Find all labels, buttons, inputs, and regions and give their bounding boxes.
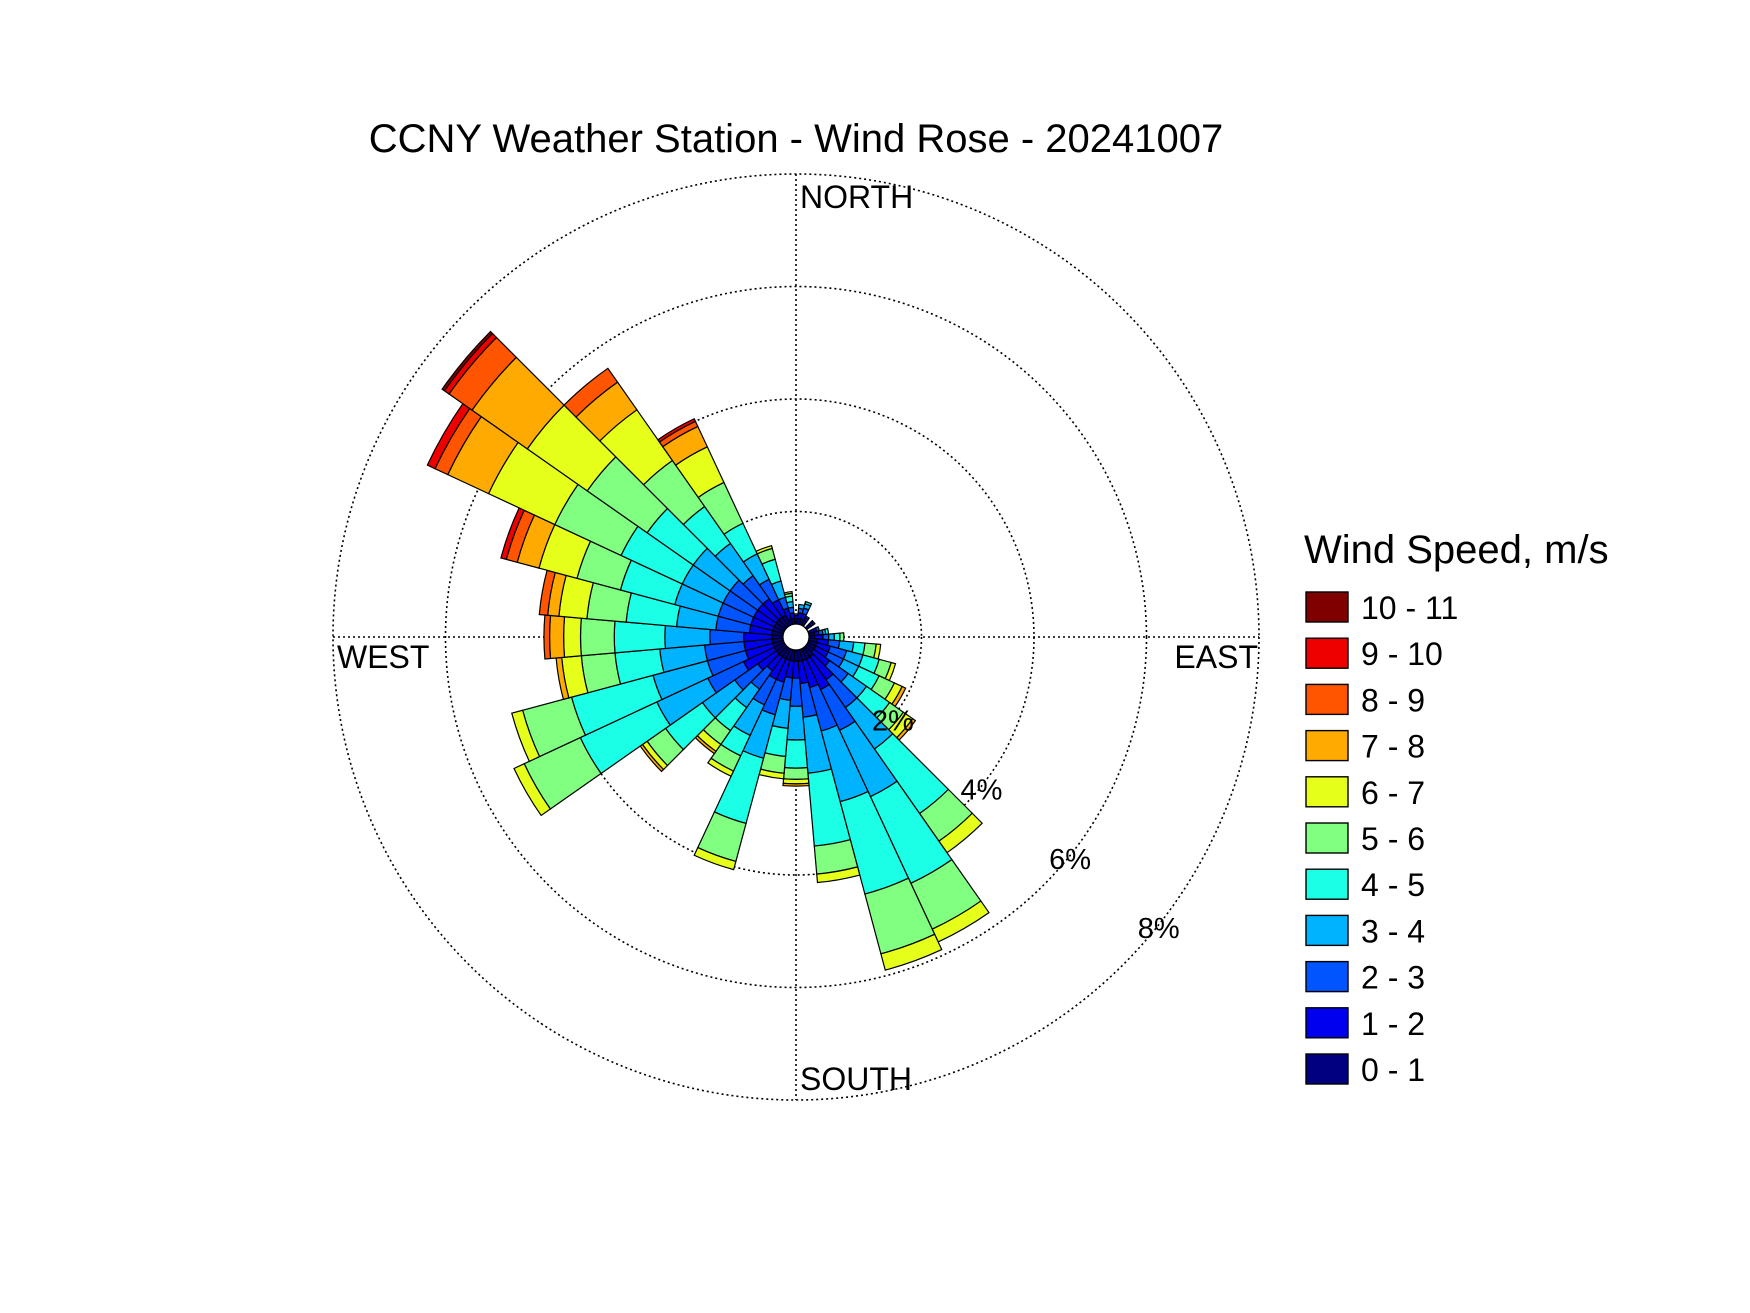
sector-170-bin-6-7 [816,866,861,884]
legend-swatch-3-4 [1305,914,1349,947]
legend-label-10-11: 10 - 11 [1361,590,1458,626]
sector-350-bin-6-7 [783,590,793,596]
sector-220 [694,645,790,755]
sector-270 [543,614,784,660]
sector-170 [796,648,861,884]
sector-50-bin-2-3 [810,619,816,626]
sector-260 [555,637,785,701]
legend-swatch-4-5 [1305,868,1349,900]
legend-swatch-1-2 [1305,1007,1349,1039]
sector-20-bin-4-5 [804,600,813,607]
legend-label-1-2: 1 - 2 [1361,1006,1425,1042]
sector-80-bin-4-5 [824,627,830,636]
sector-240-bin-6-7 [513,762,552,817]
chart-title: CCNY Weather Station - Wind Rose - 20241… [369,117,1224,161]
sector-90-bin-5-6 [839,632,845,642]
sector-310-bin-10-11 [441,330,494,392]
legend-label-4-5: 4 - 5 [1361,867,1425,903]
sector-350 [783,590,796,626]
sector-180-bin-4-5 [783,738,809,769]
sector-330 [657,417,792,628]
legend-swatch-7-8 [1305,729,1349,762]
sector-270-bin-4-5 [613,620,667,654]
wind-rose-sectors [426,330,990,971]
sector-90-bin-4-5 [833,632,841,642]
sector-160 [798,647,943,971]
ring-label-2: 2% [872,705,914,737]
sector-270-bin-5-6 [579,617,616,657]
grid-ring-6 [444,285,1148,989]
ring-label-4: 4% [960,775,1002,807]
sector-160-bin-6-7 [880,933,943,971]
grid-ring-2 [669,510,923,764]
sector-140 [802,645,984,854]
sector-310 [441,330,788,631]
sector-180-bin-5-6 [782,766,810,780]
ring-labels: 2% 4% 6% 8% [872,705,1180,945]
sector-270-bin-6-7 [563,616,582,658]
direction-label-east: EAST [1174,639,1258,675]
sector-270-bin-7-8 [548,614,566,660]
legend-title: Wind Speed, m/s [1304,528,1609,572]
direction-label-west: WEST [337,639,429,675]
legend-swatch-6-7 [1305,776,1349,808]
legend-swatch-5-6 [1305,822,1349,854]
sector-230 [639,643,788,773]
sector-340-bin-6-7 [755,544,773,555]
legend-label-7-8: 7 - 8 [1361,729,1425,765]
sector-250 [511,639,786,763]
legend-label-8-9: 8 - 9 [1361,682,1425,718]
legend-label-5-6: 5 - 6 [1361,821,1425,857]
legend-label-2-3: 2 - 3 [1361,960,1425,996]
sector-190 [758,648,796,780]
sector-210 [707,646,792,778]
sector-270-bin-8-9 [543,614,552,660]
legend-label-3-4: 3 - 4 [1361,913,1425,949]
direction-label-south: SOUTH [800,1061,912,1097]
legend-swatch-2-3 [1305,960,1349,993]
sector-320 [563,367,790,629]
sector-180-bin-7-8 [782,782,810,787]
sector-290 [500,507,786,635]
sector-250-bin-6-7 [511,709,541,763]
ring-label-8: 8% [1138,913,1180,945]
sector-200-bin-6-7 [693,846,737,871]
sector-210-bin-6-7 [707,757,735,778]
sector-320-bin-8-9 [563,367,619,418]
ring-label-6: 6% [1049,844,1091,876]
direction-label-north: NORTH [800,179,913,215]
sector-30-bin-2-3 [804,615,811,621]
sector-330-bin-9-10 [657,417,697,443]
polar-grid [332,173,1260,1101]
legend-swatch-8-9 [1305,683,1349,716]
legend-label-6-7: 6 - 7 [1361,775,1425,811]
legend-swatch-9-10 [1305,637,1349,669]
sector-150 [800,646,990,943]
sector-110 [806,639,897,682]
sector-200 [693,647,794,871]
legend-swatch-10-11 [1305,591,1349,623]
legend-swatch-0-1 [1305,1053,1349,1085]
sector-30 [800,615,811,628]
legend-label-9-10: 9 - 10 [1361,636,1443,672]
legend-label-0-1: 0 - 1 [1361,1052,1425,1088]
legend: 10 - 11 9 - 10 8 - 9 7 - 8 6 - 7 5 - 6 4 - 5 3 … [1305,590,1458,1088]
center-hole [782,623,810,651]
sector-300 [426,402,787,633]
